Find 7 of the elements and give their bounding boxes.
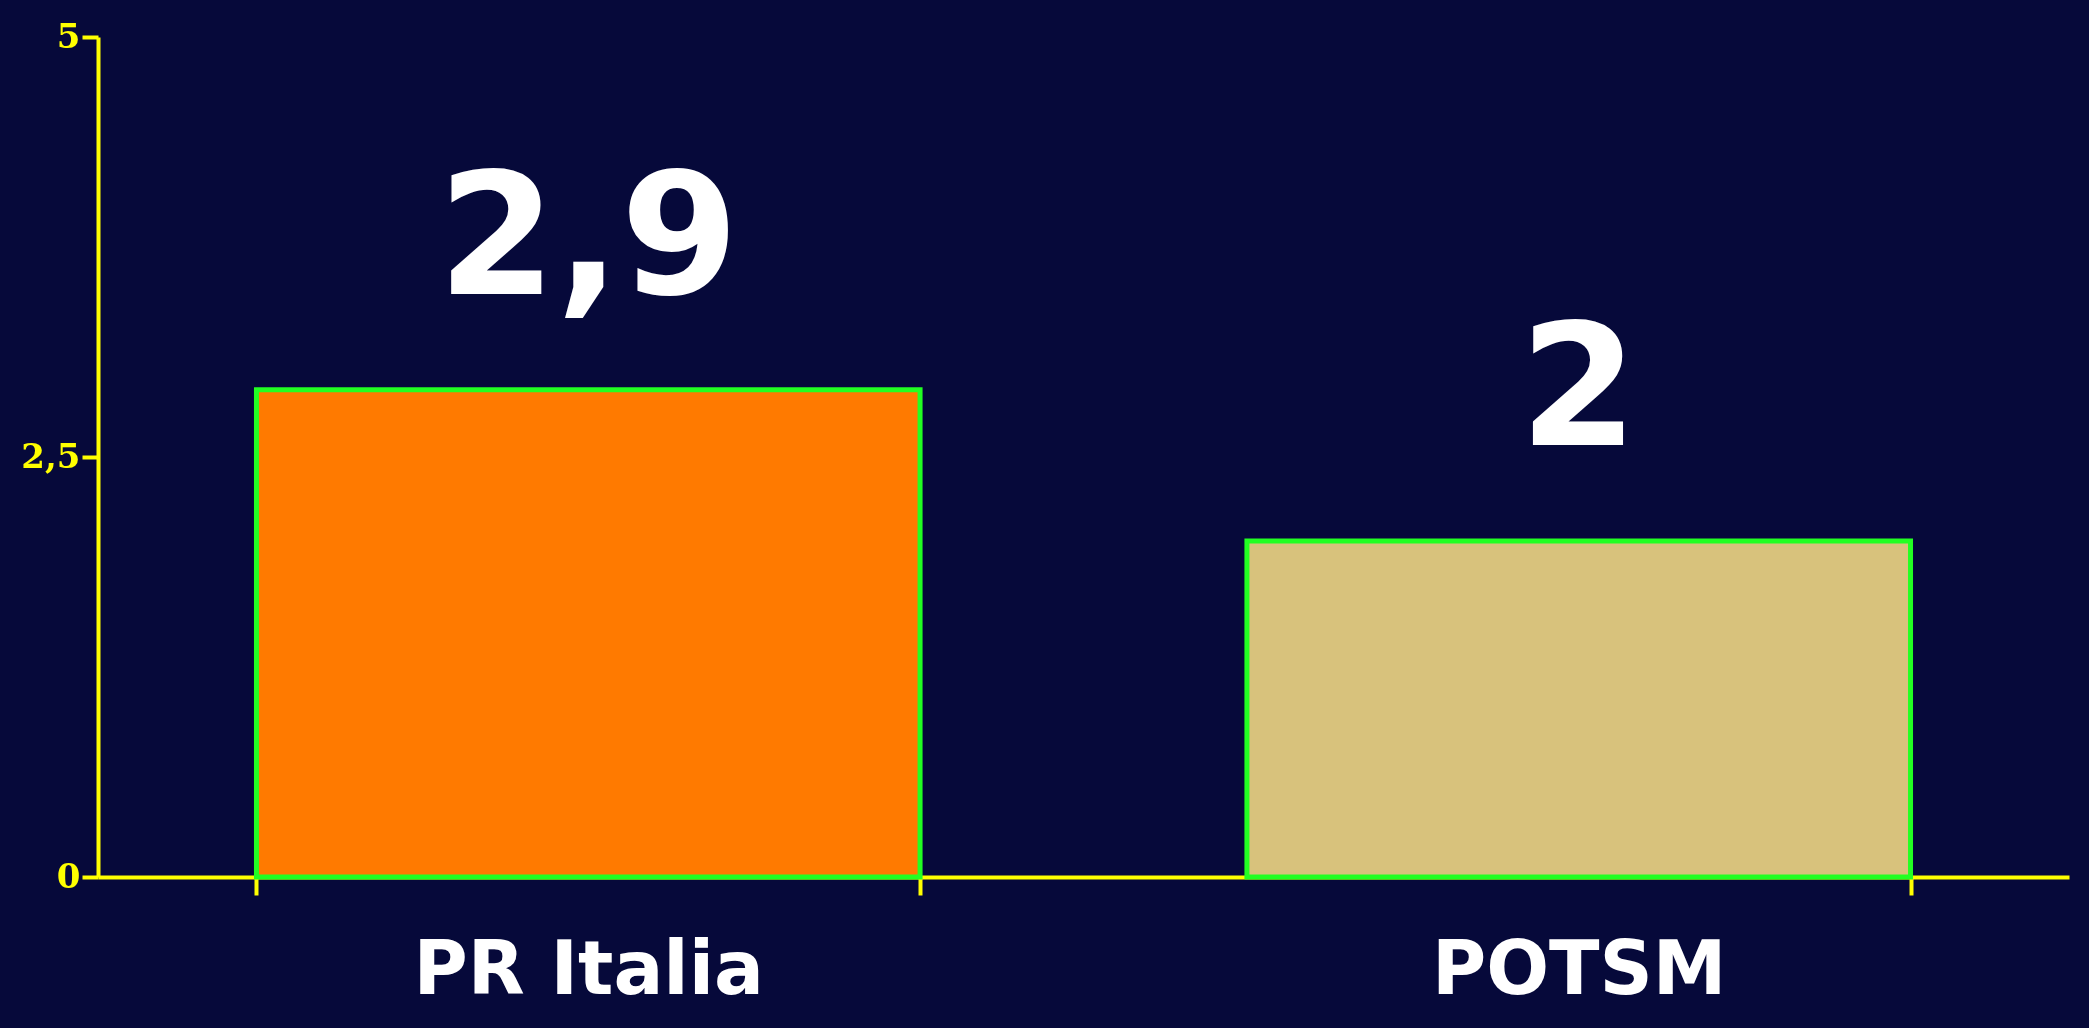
y-tick-label: 0: [56, 855, 81, 896]
data-label: 2,9: [437, 135, 739, 334]
y-tick-label: 5: [56, 15, 81, 56]
x-tick-label: PR Italia: [413, 924, 765, 1011]
x-tick-label: POTSM: [1431, 924, 1727, 1011]
y-tick-label: 2,5: [21, 435, 81, 476]
data-label: 2: [1519, 287, 1638, 485]
